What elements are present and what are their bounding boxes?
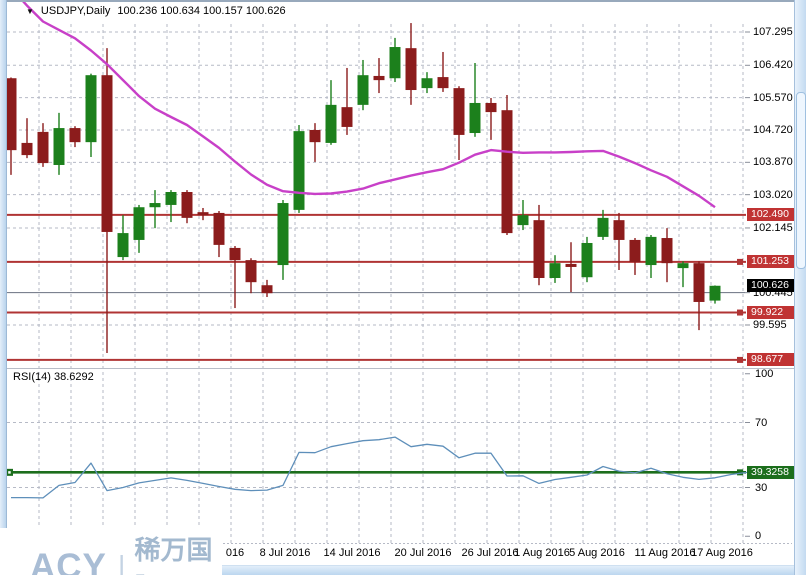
candle-body — [293, 131, 305, 210]
level-line-handle[interactable] — [737, 356, 743, 363]
scrollbar-track[interactable] — [794, 0, 806, 575]
rsi-line — [11, 436, 748, 499]
time-tick-label: 17 Aug 2016 — [691, 547, 753, 559]
candle-body — [693, 263, 705, 302]
candle-body — [373, 75, 385, 81]
time-tick-label: 5 Aug 2016 — [569, 547, 625, 559]
logo-chinese-text: 稀万国际 — [134, 536, 213, 575]
moving-average-line — [20, 0, 716, 209]
candle-body — [421, 78, 433, 89]
candle-body — [37, 131, 49, 164]
collapse-indicator-icon[interactable]: ▼ — [26, 6, 34, 16]
symbol-period-label: USDJPY,Daily — [40, 5, 111, 17]
candle-body — [389, 47, 401, 79]
candle-body — [565, 263, 577, 267]
rsi-indicator-label: RSI(14) 38.6292 — [13, 371, 94, 383]
price-tick-label: 105.570 — [753, 91, 793, 104]
level-price-badge: 98.677 — [747, 353, 795, 367]
price-tick-label: 102.145 — [753, 221, 793, 234]
candle-body — [341, 107, 353, 127]
candle-body — [277, 203, 289, 266]
candle-body — [517, 215, 529, 226]
price-tick-label: 106.420 — [753, 59, 793, 72]
time-tick-label: 26 Jul 2016 — [461, 547, 519, 559]
time-tick-label: 20 Jul 2016 — [394, 547, 452, 559]
candle-body — [133, 207, 145, 240]
candle-body — [149, 203, 161, 208]
candle-body — [501, 110, 513, 234]
price-tick-label: 103.870 — [753, 156, 793, 169]
rsi-tick-label: 100 — [755, 367, 774, 380]
time-tick-label: 8 Jul 2016 — [259, 547, 311, 559]
candle-body — [197, 212, 209, 216]
broker-watermark: ACY | 稀万国际 — [0, 528, 222, 575]
window-frame-bottom — [0, 565, 806, 575]
window-frame-left — [0, 0, 7, 575]
candle-body — [469, 102, 481, 134]
rsi-level-handle-dot — [8, 471, 11, 474]
candle-body — [597, 217, 609, 237]
time-tick-label: 11 Aug 2016 — [634, 547, 696, 559]
candle-body — [53, 128, 65, 165]
candle-body — [629, 239, 641, 263]
candle-body — [181, 192, 193, 218]
candle-body — [581, 242, 593, 278]
broker-logo: ACY | 稀万国际 — [30, 530, 222, 575]
candle-body — [117, 233, 129, 258]
chart-title: ▼ USDJPY,Daily 100.236 100.634 100.157 1… — [26, 5, 286, 17]
logo-separator: | — [117, 550, 126, 575]
panel-divider[interactable] — [7, 368, 794, 369]
candle-body — [357, 75, 369, 105]
candle-body — [645, 236, 657, 266]
candle-body — [245, 260, 257, 283]
candle-body — [5, 78, 17, 151]
acy-logo-text: ACY — [30, 547, 107, 575]
current-price-badge: 100.626 — [747, 279, 795, 293]
level-line-handle[interactable] — [737, 258, 743, 265]
ohlc-values: 100.236 100.634 100.157 100.626 — [117, 5, 286, 17]
candle-body — [453, 88, 465, 135]
candle-body — [85, 75, 97, 143]
rsi-tick-label: 30 — [755, 481, 768, 494]
candle-body — [261, 285, 273, 294]
window-frame-top — [0, 0, 806, 2]
candle-body — [661, 238, 673, 264]
level-line-handle[interactable] — [737, 309, 743, 316]
candle-body — [229, 247, 241, 261]
level-price-badge: 99.922 — [747, 306, 795, 320]
rsi-tick-label: 0 — [755, 530, 762, 543]
candle-body — [405, 48, 417, 91]
candle-body — [549, 263, 561, 278]
candle-body — [613, 220, 625, 240]
time-tick-label: 1 Aug 2016 — [514, 547, 570, 559]
rsi-level-handle-right[interactable] — [737, 469, 743, 476]
level-price-badge: 101.253 — [747, 255, 795, 269]
candle-body — [101, 75, 113, 232]
candle-body — [485, 102, 497, 113]
candle-body — [325, 104, 337, 143]
time-tick-label: 016 — [225, 547, 245, 559]
price-tick-label: 99.595 — [753, 318, 787, 331]
candle-body — [309, 129, 321, 143]
candle-body — [69, 128, 81, 143]
price-tick-label: 107.295 — [753, 26, 793, 38]
rsi-value-badge: 39.3258 — [747, 465, 795, 479]
candle-body — [437, 77, 449, 89]
price-tick-label: 104.720 — [753, 123, 793, 136]
candle-body — [709, 285, 721, 301]
time-tick-label: 14 Jul 2016 — [323, 547, 381, 559]
candle-body — [677, 263, 689, 269]
candle-body — [21, 142, 33, 156]
candle-body — [533, 220, 545, 278]
level-price-badge: 102.490 — [747, 208, 795, 222]
price-tick-label: 103.020 — [753, 188, 793, 201]
candle-body — [165, 192, 177, 205]
candle-body — [213, 212, 225, 245]
rsi-tick-label: 70 — [755, 416, 768, 429]
scrollbar-thumb[interactable] — [796, 92, 806, 269]
